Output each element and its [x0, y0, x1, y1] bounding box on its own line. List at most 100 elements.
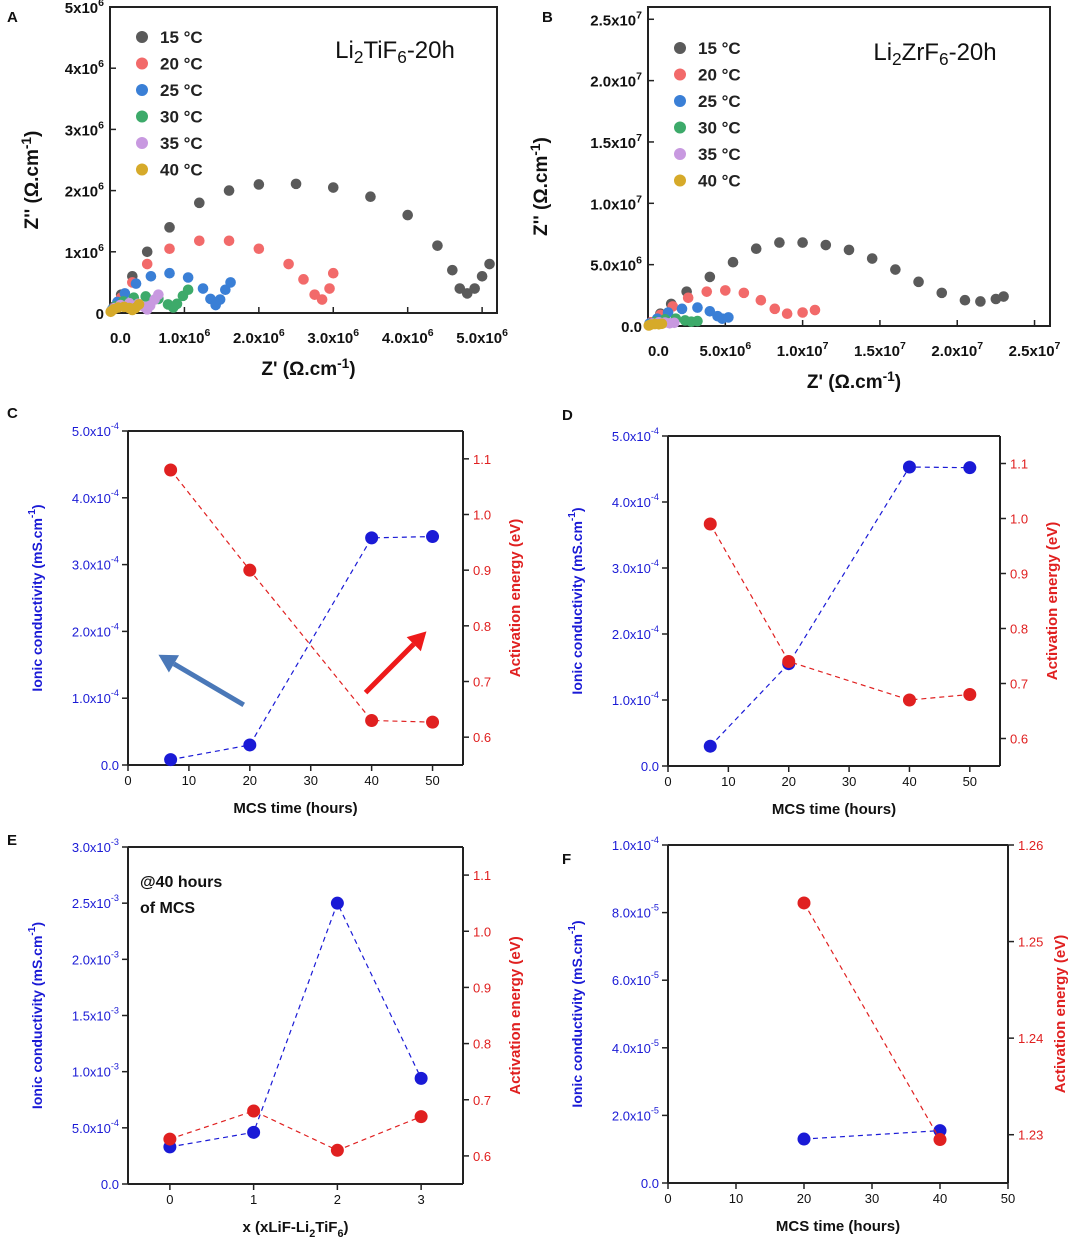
data-point [426, 530, 440, 544]
y-left-tick-label: 2.0x10-4 [72, 621, 119, 639]
data-point [298, 274, 309, 285]
data-point [755, 294, 767, 306]
y-right-axis-label: Activation energy (eV) [1052, 935, 1069, 1093]
data-point [682, 292, 694, 304]
annotation-text: @40 hours [140, 874, 222, 891]
x-tick-label: 3 [418, 1192, 425, 1207]
data-point [676, 303, 688, 315]
data-point [327, 182, 339, 193]
x-tick-label: 0 [166, 1192, 173, 1207]
y-right-tick-label: 1.0 [1010, 512, 1028, 527]
data-point [194, 235, 205, 247]
series-ionic-conductivity [164, 530, 440, 767]
x-tick-label: 1.5x107 [854, 340, 906, 360]
y-right-tick-label: 1.1 [1010, 457, 1028, 472]
series-40C [643, 318, 668, 331]
data-point [164, 463, 178, 477]
y-tick-label: 3x106 [65, 119, 104, 139]
x-axis-label: x (xLiF-Li2TiF6) [243, 1219, 349, 1237]
data-point [220, 284, 231, 296]
y-left-tick-label: 2.0x10-3 [72, 949, 119, 967]
data-point [484, 258, 495, 270]
x-tick-label: 50 [963, 774, 977, 789]
y-right-tick-label: 1.0 [473, 924, 491, 939]
y-axis-label: Z'' (Ω.cm-1) [528, 137, 552, 236]
data-point [933, 1124, 947, 1138]
data-point [432, 240, 443, 251]
legend: 15 °C 20 °C 25 °C 30 °C 35 °C 40 °C [674, 39, 741, 191]
data-point [774, 237, 785, 248]
series-line [170, 469, 433, 723]
panel-c: C 0 10 20 30 40 50 0.0 1.0x10-4 2.0x10-4 3.0x10-4 4… [7, 405, 524, 817]
panel-label: A [7, 9, 18, 26]
x-tick-label: 30 [303, 773, 317, 788]
legend-marker [674, 174, 686, 187]
data-point [327, 267, 339, 279]
x-tick-label: 2.0x107 [931, 340, 983, 360]
y-right-tick-label: 0.6 [473, 730, 491, 745]
x-tick-label: 40 [933, 1191, 947, 1206]
data-point [963, 688, 977, 701]
y-left-axis-label: Ionic conductivity (mS.cm-1) [567, 507, 585, 694]
data-point [214, 294, 226, 305]
x-tick-label: 50 [425, 773, 439, 788]
y-left-tick-label: 0.0 [101, 1177, 119, 1192]
data-point [656, 318, 668, 330]
data-point [164, 267, 175, 279]
data-point [998, 291, 1009, 302]
panel-b: B 0.0 5.0x106 1.0x107 1.5x107 2.0x107 2.5x107 0… [528, 6, 1061, 393]
x-tick-label: 5.0x106 [699, 340, 751, 360]
y-left-tick-label: 1.0x10-4 [612, 690, 659, 708]
data-point [704, 305, 716, 317]
data-point [283, 258, 294, 270]
panel-label: C [7, 405, 18, 422]
legend-label: 25 °C [160, 81, 203, 100]
data-point [476, 270, 488, 282]
x-tick-label: 1 [250, 1192, 257, 1207]
y-left-tick-label: 5.0x10-4 [612, 426, 659, 444]
legend-label: 35 °C [160, 134, 203, 153]
y-right-tick-label: 0.7 [473, 1093, 491, 1108]
legend-marker [136, 57, 148, 70]
panel-label: B [542, 9, 553, 26]
arrow-shaft [363, 642, 416, 695]
data-point [365, 713, 379, 727]
y-right-tick-label: 1.1 [473, 452, 491, 467]
y-tick-label: 1.0x107 [590, 193, 642, 213]
data-point [723, 312, 734, 323]
legend-marker [674, 42, 686, 54]
panel-label: F [562, 851, 571, 868]
x-tick-label: 10 [182, 773, 196, 788]
y-left-axis-label: Ionic conductivity (mS.cm-1) [27, 922, 45, 1109]
y-right-axis-label: Activation energy (eV) [1044, 522, 1061, 680]
data-point [820, 239, 832, 251]
legend-label: 35 °C [698, 145, 741, 164]
data-point [290, 178, 302, 190]
panel-d: D 0 10 20 30 40 50 0.0 1.0x10-4 2.0x10-4 3.0x10-4 4… [562, 407, 1061, 818]
y-left-tick-label: 4.0x10-5 [612, 1038, 659, 1056]
data-point [797, 896, 811, 910]
x-tick-label: 0.0 [110, 330, 131, 347]
data-point [797, 237, 808, 248]
y-left-axis-label: Ionic conductivity (mS.cm-1) [27, 504, 45, 691]
data-point [797, 307, 808, 318]
data-point [866, 253, 878, 264]
data-point [750, 243, 762, 255]
data-point [936, 287, 948, 299]
series-40C [105, 299, 145, 318]
data-point [140, 291, 152, 302]
data-point [247, 1125, 261, 1139]
series-line [169, 901, 422, 1148]
y-left-tick-label: 2.0x10-4 [612, 624, 659, 642]
y-tick-label: 2.0x107 [590, 71, 642, 91]
data-point [164, 243, 175, 255]
x-tick-label: 2.0x106 [233, 327, 285, 347]
x-tick-label: 20 [797, 1191, 811, 1206]
x-tick-label: 1.0x106 [159, 327, 211, 347]
annotation-text: of MCS [140, 900, 195, 917]
y-left-tick-label: 5.0x10-4 [72, 421, 119, 439]
arrow-shaft [172, 661, 245, 708]
x-tick-label: 40 [364, 773, 378, 788]
data-point [668, 317, 680, 329]
y-tick-label: 5x106 [65, 0, 104, 17]
